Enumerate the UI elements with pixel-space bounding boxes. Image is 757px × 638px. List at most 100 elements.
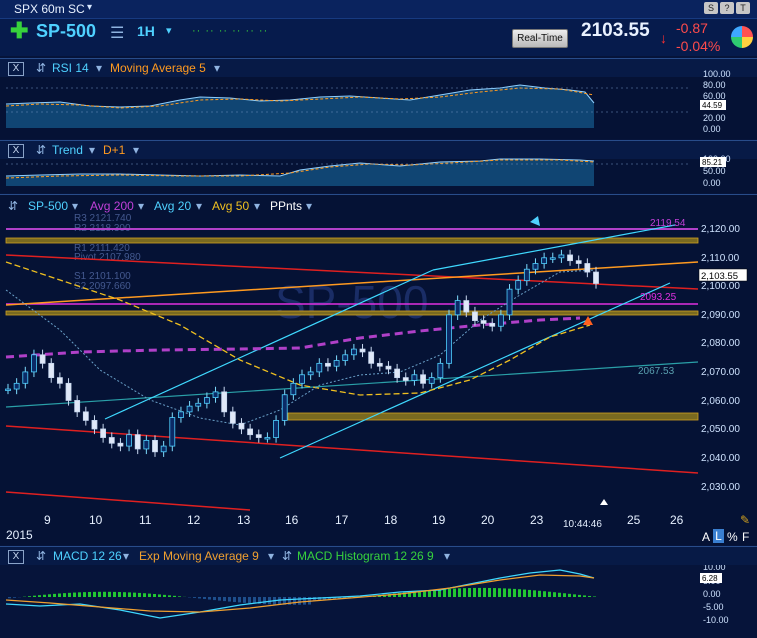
candle-body	[307, 371, 314, 376]
help-button[interactable]: ?	[720, 2, 734, 14]
rsi-ma-line	[5, 87, 595, 109]
rsi-tick: 20.00	[703, 113, 726, 123]
arrows-icon: ⇵	[36, 549, 47, 563]
arrows-icon: ⇵	[282, 549, 293, 563]
chevron-down-icon[interactable]: ▾	[72, 199, 79, 213]
macd-histogram-bar	[103, 591, 106, 597]
macd-histogram-bar	[73, 592, 76, 597]
rsi-line	[5, 84, 595, 108]
macd-histogram-bar	[298, 597, 301, 605]
avg20-label[interactable]: Avg 20	[154, 199, 192, 213]
chevron-down-icon[interactable]: ▾	[87, 2, 93, 13]
scale-percent-button[interactable]: %	[727, 530, 738, 544]
list-icon[interactable]: ☰	[110, 25, 125, 42]
scale-fit-button[interactable]: F	[742, 530, 750, 544]
macd-histogram-bar	[518, 589, 521, 597]
chevron-down-icon[interactable]: ▾	[444, 549, 451, 563]
chevron-down-icon[interactable]: ▾	[306, 199, 313, 213]
macd-histogram-bar	[333, 597, 336, 600]
macd-histogram-bar	[178, 596, 181, 597]
price-tick: 2,100.00	[701, 281, 740, 292]
trend-overlay-label[interactable]: D+1	[103, 143, 126, 157]
macd-histogram-bar	[398, 593, 401, 597]
macd-histogram-bar	[293, 597, 296, 605]
pencil-icon[interactable]: ✎	[740, 513, 751, 527]
macd-histogram-bar	[8, 597, 11, 599]
candle-body	[186, 405, 193, 413]
chevron-down-icon[interactable]: ▾	[89, 143, 96, 157]
macd-histogram-bar	[78, 592, 81, 597]
candle-body	[428, 377, 435, 384]
macd-histogram-bar	[303, 597, 306, 605]
chevron-down-icon[interactable]: ▾	[268, 549, 275, 563]
macd-histogram-bar	[98, 591, 101, 597]
realtime-button[interactable]: Real-Time	[512, 29, 568, 48]
chevron-down-icon[interactable]: ▾	[123, 549, 130, 563]
date-label: 20	[481, 513, 495, 527]
macd-histogram-bar	[123, 592, 126, 597]
scale-auto-button[interactable]: A	[702, 530, 711, 544]
macd-histogram-bar	[528, 589, 531, 597]
rsi-overlay-label[interactable]: Moving Average 5	[110, 61, 206, 75]
chevron-down-icon[interactable]: ▾	[138, 199, 145, 213]
trend-plot: 100.00 50.00 0.00 85.21	[5, 154, 731, 188]
candle-body	[178, 411, 184, 418]
ppnts-label[interactable]: PPnts	[270, 199, 303, 213]
date-label: 13	[237, 513, 251, 527]
macd-histogram-bar	[68, 592, 71, 597]
window-title[interactable]: SPX 60m SC	[14, 2, 85, 16]
macd-histogram-bar	[158, 594, 161, 597]
color-wheel-icon[interactable]	[731, 26, 753, 48]
candle-body	[437, 362, 444, 379]
macd-histogram-bar	[323, 597, 326, 600]
snap-button[interactable]: S	[704, 2, 718, 14]
chevron-down-icon[interactable]: ▾	[166, 25, 172, 37]
macd-overlay2-label[interactable]: MACD Histogram 12 26 9	[297, 549, 434, 563]
candle-body	[247, 428, 254, 436]
macd-study-label[interactable]: MACD 12 26	[53, 549, 122, 563]
chevron-down-icon[interactable]: ▾	[254, 199, 261, 213]
candle-body	[368, 351, 375, 364]
trend-study-label[interactable]: Trend	[52, 143, 83, 157]
scale-log-button[interactable]: L	[713, 529, 724, 543]
avg50-label[interactable]: Avg 50	[212, 199, 250, 213]
avg200-label[interactable]: Avg 200	[90, 199, 134, 213]
price-tick: 2,120.00	[701, 224, 740, 235]
macd-histogram-bar	[498, 588, 501, 597]
rsi-tick: 0.00	[703, 124, 721, 134]
macd-histogram-bar	[263, 597, 266, 605]
arrows-icon: ⇵	[8, 199, 19, 213]
macd-histogram-bar	[523, 589, 526, 597]
trend-tick: 50.00	[703, 166, 726, 176]
macd-histogram-bar	[108, 591, 111, 597]
tools-button[interactable]: T	[736, 2, 750, 14]
macd-histogram-bar	[43, 594, 46, 597]
chevron-down-icon[interactable]: ▾	[214, 61, 221, 75]
chevron-down-icon[interactable]: ▾	[196, 199, 203, 213]
candle-body	[584, 263, 591, 273]
candle-body	[575, 260, 582, 264]
timeframe-selector[interactable]: 1H	[137, 23, 155, 39]
series-label[interactable]: SP-500	[28, 199, 69, 213]
macd-histogram-bar	[213, 597, 216, 601]
add-icon[interactable]: ✚	[10, 18, 29, 43]
candle-body	[108, 437, 115, 444]
candle-body	[394, 368, 401, 379]
date-label: 17	[335, 513, 349, 527]
chevron-down-icon[interactable]: ▾	[133, 143, 140, 157]
drawing-tools-icon[interactable]: ·· ·· ·· ·· ·· ··	[192, 25, 269, 37]
rsi-study-label[interactable]: RSI 14	[52, 61, 89, 75]
macd-histogram-bar	[508, 588, 511, 597]
chevron-down-icon[interactable]: ▾	[96, 61, 103, 75]
up-marker-icon	[530, 216, 540, 226]
close-trend-button[interactable]: X	[8, 144, 24, 158]
date-label: 12	[187, 513, 201, 527]
macd-histogram-bar	[228, 597, 231, 602]
candle-body	[160, 445, 167, 453]
close-macd-button[interactable]: X	[8, 550, 24, 564]
macd-histogram-bar	[198, 597, 201, 599]
symbol-label[interactable]: SP-500	[36, 21, 97, 41]
close-rsi-button[interactable]: X	[8, 62, 24, 76]
candle-body	[203, 397, 210, 404]
macd-overlay1-label[interactable]: Exp Moving Average 9	[139, 549, 259, 563]
